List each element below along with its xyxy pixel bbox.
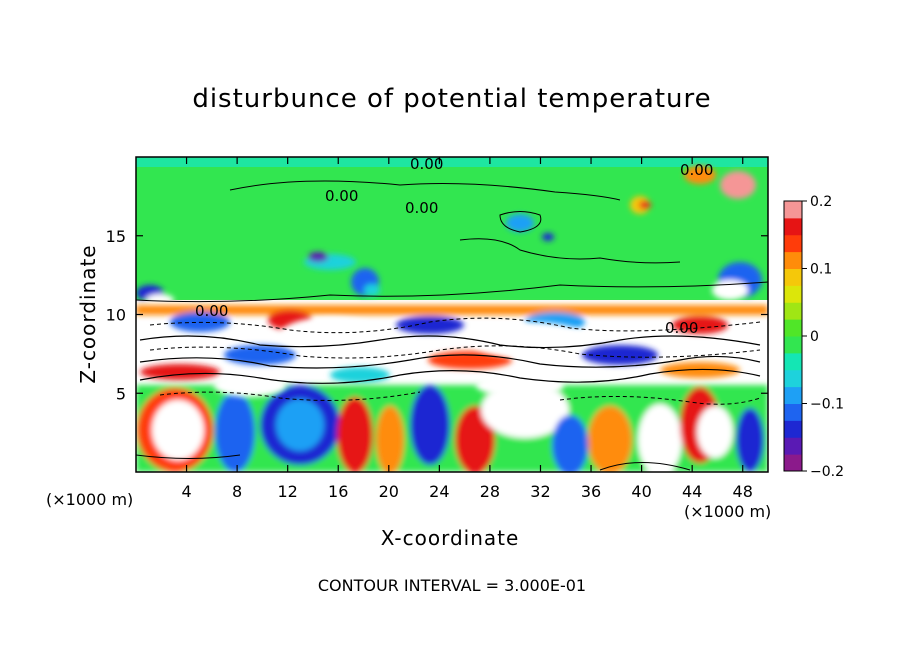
colorbar-swatch <box>784 403 802 421</box>
colorbar-swatch <box>784 251 802 269</box>
y-tick-label: 15 <box>106 227 126 246</box>
contour-label: 0.00 <box>195 302 228 320</box>
colorbar-swatch <box>784 386 802 404</box>
colorbar-swatch <box>784 201 802 219</box>
colorbar-tick-label: 0 <box>810 329 819 345</box>
x-tick-label: 36 <box>581 482 601 501</box>
colorbar-swatch <box>784 217 802 236</box>
colorbar-tick-label: −0.2 <box>810 464 844 480</box>
y-tick-label: 10 <box>106 306 126 325</box>
x-tick-label: 40 <box>631 482 651 501</box>
x-tick-label: 28 <box>480 482 500 501</box>
colorbar: 0.2 0.1 0 −0.1 −0.2 <box>783 194 844 480</box>
colorbar-swatch <box>784 369 802 388</box>
colorbar-swatch <box>784 437 802 455</box>
y-tick-label: 5 <box>116 384 126 403</box>
contour-label: 0.00 <box>325 187 358 205</box>
x-tick-label: 16 <box>328 482 348 501</box>
x-tick-label: 48 <box>733 482 753 501</box>
y-axis: 5 10 15 <box>106 227 768 403</box>
colorbar-swatch <box>784 234 802 253</box>
colorbar-tick-label: 0.1 <box>810 262 832 278</box>
colorbar-swatch <box>784 454 802 472</box>
x-axis-label: X-coordinate <box>380 526 520 550</box>
colorbar-swatch <box>784 420 802 438</box>
colorbar-tick-label: −0.1 <box>810 397 844 413</box>
colorbar-swatch <box>784 285 802 303</box>
contour-label: 0.00 <box>410 155 443 173</box>
x-tick-label: 8 <box>232 482 242 501</box>
x-tick-label: 12 <box>278 482 298 501</box>
contour-label: 0.00 <box>665 319 698 337</box>
colorbar-tick-label: 0.2 <box>810 194 832 210</box>
z-unit-label: (×1000 m) <box>46 490 134 509</box>
heatmap-field <box>136 157 768 472</box>
x-axis: 4 8 12 16 20 24 28 32 36 40 44 48 <box>181 157 753 501</box>
colorbar-swatch <box>784 336 802 354</box>
x-tick-label: 4 <box>181 482 191 501</box>
contour-interval-note: CONTOUR INTERVAL = 3.000E-01 <box>317 576 587 595</box>
x-unit-label: (×1000 m) <box>684 502 772 521</box>
x-tick-label: 24 <box>429 482 449 501</box>
colorbar-swatch <box>784 352 802 371</box>
chart-title: disturbunce of potential temperature <box>192 84 712 114</box>
colorbar-swatch <box>784 268 802 286</box>
colorbar-swatch <box>784 302 802 320</box>
x-tick-label: 44 <box>682 482 702 501</box>
contour-labels: 0.00 0.00 0.00 0.00 0.00 0.00 <box>195 155 713 337</box>
x-tick-label: 32 <box>530 482 550 501</box>
colorbar-swatch <box>784 319 802 337</box>
x-tick-label: 20 <box>379 482 399 501</box>
contour-label: 0.00 <box>680 161 713 179</box>
contour-label: 0.00 <box>405 199 438 217</box>
